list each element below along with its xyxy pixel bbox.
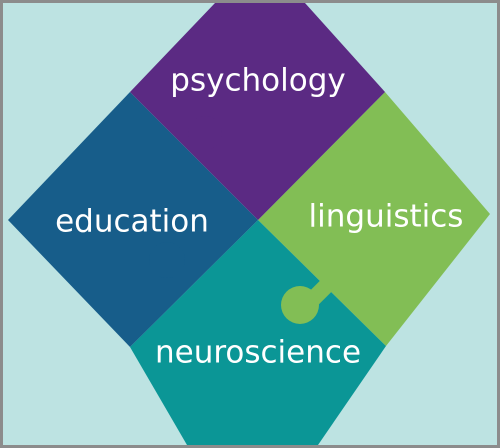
piece-education: [8, 92, 258, 347]
piece-neuroscience: [130, 220, 386, 445]
label-education: education: [55, 204, 209, 240]
knob-education-into-neuroscience: [149, 242, 192, 286]
label-linguistics: linguistics: [309, 199, 464, 235]
piece-linguistics: [258, 92, 490, 346]
label-neuroscience: neuroscience: [155, 335, 361, 371]
label-psychology: psychology: [170, 63, 345, 99]
knob-linguistics-into-psychology: [315, 150, 365, 191]
piece-psychology: [130, 3, 385, 220]
knob-psychology-into-education: [187, 116, 222, 162]
knob-linguistics-into-neuroscience: [281, 277, 335, 324]
puzzle-canvas: psychology education linguistics neurosc…: [8, 3, 490, 445]
